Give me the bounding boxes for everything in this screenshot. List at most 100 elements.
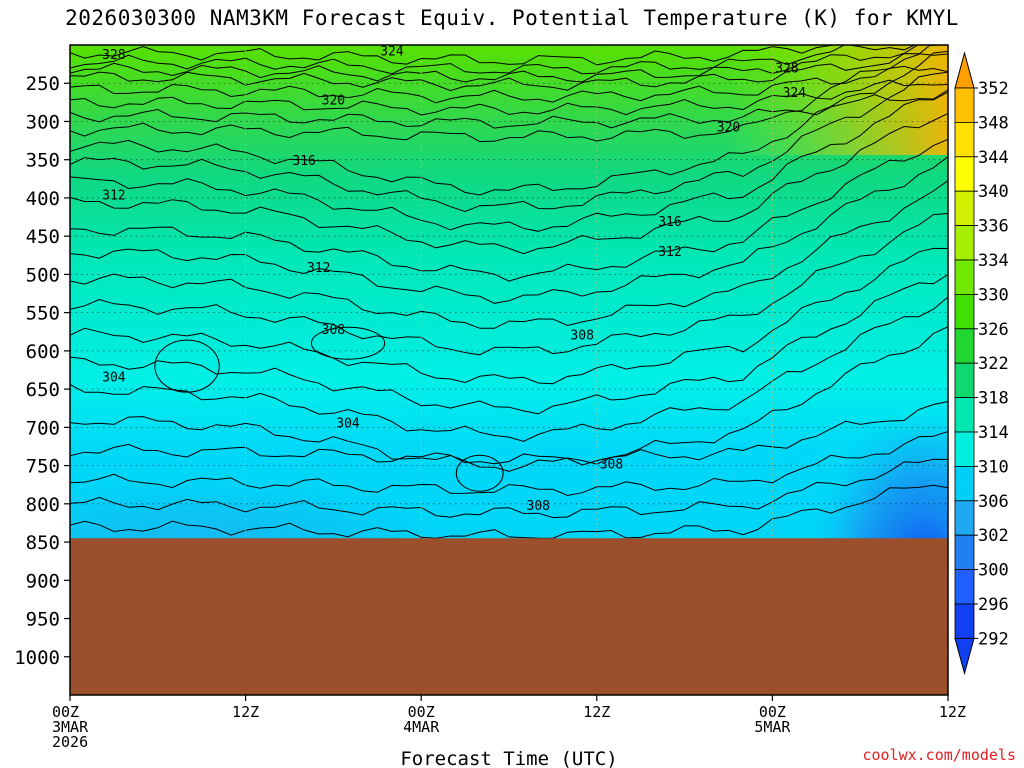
contour-label: 308 xyxy=(322,323,345,338)
colorbar-label: 292 xyxy=(978,629,1009,649)
colorbar-label: 322 xyxy=(978,354,1009,374)
contour-label: 320 xyxy=(322,94,345,109)
colorbar-swatch xyxy=(954,431,975,467)
contour-lines xyxy=(70,45,948,539)
contour-line xyxy=(70,458,948,519)
contour-closed-line xyxy=(154,339,220,393)
contour-line xyxy=(70,274,948,415)
x-tick-label: 00Z xyxy=(759,703,786,721)
contour-line xyxy=(70,89,948,129)
contour-label: 328 xyxy=(775,62,798,77)
contour-line xyxy=(70,213,948,356)
colorbar-swatch xyxy=(954,465,975,502)
y-tick-label: 650 xyxy=(26,379,60,401)
x-tick-label: 4MAR xyxy=(403,718,440,736)
contour-closed-line xyxy=(310,326,386,360)
contour-label: 316 xyxy=(292,154,315,169)
colorbar-label: 340 xyxy=(978,182,1009,202)
y-tick-label: 1000 xyxy=(14,647,60,669)
y-axis: 250 300 350 400 450 500 550 600 650 700 750 800 850 9… xyxy=(14,73,70,669)
colorbar-swatch xyxy=(954,534,975,571)
x-tick-label: 00Z xyxy=(52,703,79,721)
contour-line xyxy=(70,296,948,442)
contour-line xyxy=(70,138,948,282)
contour-label: 312 xyxy=(658,245,681,260)
colorbar-label: 310 xyxy=(978,457,1009,477)
y-tick-label: 400 xyxy=(26,188,60,210)
x-tick-label: 12Z xyxy=(583,703,610,721)
contour-line xyxy=(70,112,948,255)
colorbar-label: 336 xyxy=(978,217,1009,237)
contour-line xyxy=(70,45,931,143)
contour-line xyxy=(70,431,948,497)
colorbar-label: 330 xyxy=(978,285,1009,305)
colorbar-swatch xyxy=(954,500,975,536)
contour-line xyxy=(70,71,948,213)
contour-label: 320 xyxy=(717,120,740,135)
colorbar-swatch xyxy=(954,397,975,433)
contour-line xyxy=(70,45,916,75)
contour-line xyxy=(70,45,944,83)
contour-label: 304 xyxy=(102,370,126,385)
contour-labels: 328 324 328 324 320 320 316 316 312 312 312 308 308 3… xyxy=(102,45,806,514)
contour-label: 308 xyxy=(600,458,623,473)
colorbar-swatch xyxy=(954,569,975,605)
y-tick-label: 950 xyxy=(26,609,60,631)
contour-line xyxy=(70,53,948,92)
contour-line xyxy=(70,180,948,329)
y-tick-label: 850 xyxy=(26,532,60,554)
colorbar-swatch xyxy=(954,156,975,192)
colorbar-swatch xyxy=(954,293,975,330)
x-tick-label: 2026 xyxy=(52,733,88,751)
colorbar-label: 334 xyxy=(978,251,1009,271)
contour-closed-line xyxy=(455,454,504,492)
colorbar-label: 306 xyxy=(978,492,1009,512)
y-tick-label: 800 xyxy=(26,494,60,516)
colorbar: 352 348 344 340 336 334 330 326 322 318 314 310 306 3… xyxy=(954,51,1009,676)
colorbar-label: 344 xyxy=(978,148,1009,168)
y-tick-label: 700 xyxy=(26,417,60,439)
colorbar-label: 326 xyxy=(978,320,1009,340)
colorbar-swatch xyxy=(954,190,975,226)
y-tick-label: 300 xyxy=(26,111,60,133)
colorbar-swatch xyxy=(954,328,975,364)
colorbar-label: 318 xyxy=(978,389,1009,409)
contour-line xyxy=(70,45,834,66)
contour-label: 308 xyxy=(570,328,593,343)
colorbar-swatch xyxy=(954,225,975,261)
colorbar-swatch xyxy=(954,603,975,639)
contour-line xyxy=(70,247,948,385)
contour-line xyxy=(70,91,948,232)
y-tick-label: 450 xyxy=(26,226,60,248)
colorbar-label: 296 xyxy=(978,595,1009,615)
contour-label: 312 xyxy=(102,188,125,203)
contour-label: 328 xyxy=(102,48,125,63)
chart-title: 2026030300 NAM3KM Forecast Equiv. Potent… xyxy=(65,6,959,30)
contour-label: 324 xyxy=(783,86,807,101)
x-tick-label: 5MAR xyxy=(754,718,791,736)
y-tick-label: 250 xyxy=(26,73,60,95)
y-tick-label: 600 xyxy=(26,341,60,363)
contour-line xyxy=(70,401,948,466)
contour-label: 304 xyxy=(336,416,360,431)
contour-line xyxy=(70,326,948,472)
colorbar-swatch xyxy=(954,362,975,399)
colorbar-label: 300 xyxy=(978,561,1009,581)
colorbar-label: 314 xyxy=(978,423,1009,443)
x-tick-label: 12Z xyxy=(232,703,259,721)
colorbar-bottom-arrow xyxy=(954,637,975,676)
x-tick-label: 3MAR xyxy=(52,718,89,736)
x-tick-label: 12Z xyxy=(939,703,966,721)
y-tick-label: 550 xyxy=(26,303,60,325)
y-tick-label: 350 xyxy=(26,150,60,172)
watermark: coolwx.com/models xyxy=(862,746,1016,764)
colorbar-label: 348 xyxy=(978,113,1009,133)
below-ground-terrain xyxy=(70,538,948,695)
colorbar-label: 302 xyxy=(978,526,1009,546)
x-axis-label: Forecast Time (UTC) xyxy=(400,748,617,768)
y-tick-label: 900 xyxy=(26,570,60,592)
colorbar-label: 352 xyxy=(978,79,1009,99)
plot-frame xyxy=(69,44,949,696)
